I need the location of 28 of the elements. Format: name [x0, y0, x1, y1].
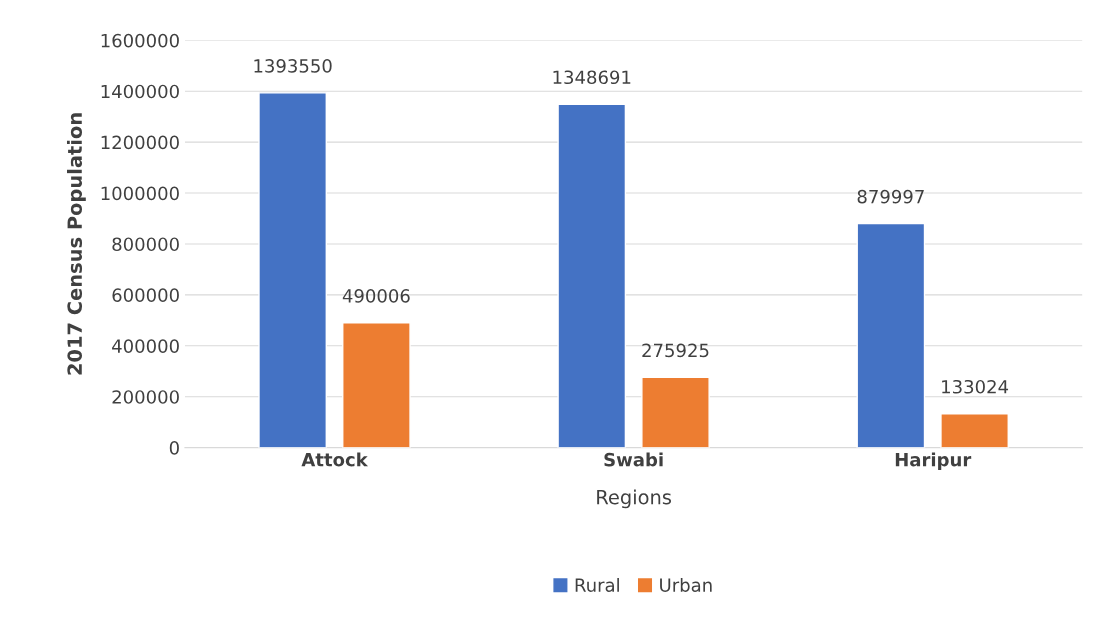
bar [557, 103, 627, 448]
y-axis-title: 2017 Census Population [66, 113, 86, 375]
y-tick-label: 200000 [112, 390, 179, 404]
data-label: 490006 [342, 289, 410, 303]
bar [258, 92, 327, 448]
x-tick-label: Haripur [895, 452, 972, 470]
data-label: 133024 [942, 379, 1009, 394]
y-tick-label: 800000 [112, 237, 179, 252]
bar [856, 222, 926, 448]
y-tick-label: 400000 [112, 339, 179, 353]
x-tick-label: Attock [301, 452, 369, 467]
legend-label: Urban [660, 577, 712, 592]
data-label: 879997 [857, 189, 924, 204]
data-label: 1393550 [254, 59, 332, 73]
bar [342, 322, 411, 448]
y-tick-label: 1400000 [101, 84, 179, 99]
y-tick-label: 1600000 [101, 33, 179, 48]
data-label: 275925 [642, 343, 709, 358]
data-label: 1348691 [553, 70, 631, 85]
x-axis-title: Regions [597, 489, 672, 509]
y-tick-label: 0 [169, 441, 179, 455]
bar [641, 376, 710, 448]
y-tick-label: 1000000 [101, 186, 179, 201]
y-tick-label: 600000 [112, 288, 179, 302]
bar [940, 413, 1009, 448]
x-tick-label: Swabi [604, 452, 663, 467]
legend-label: Rural [575, 577, 619, 592]
y-tick-label: 1200000 [101, 135, 179, 150]
